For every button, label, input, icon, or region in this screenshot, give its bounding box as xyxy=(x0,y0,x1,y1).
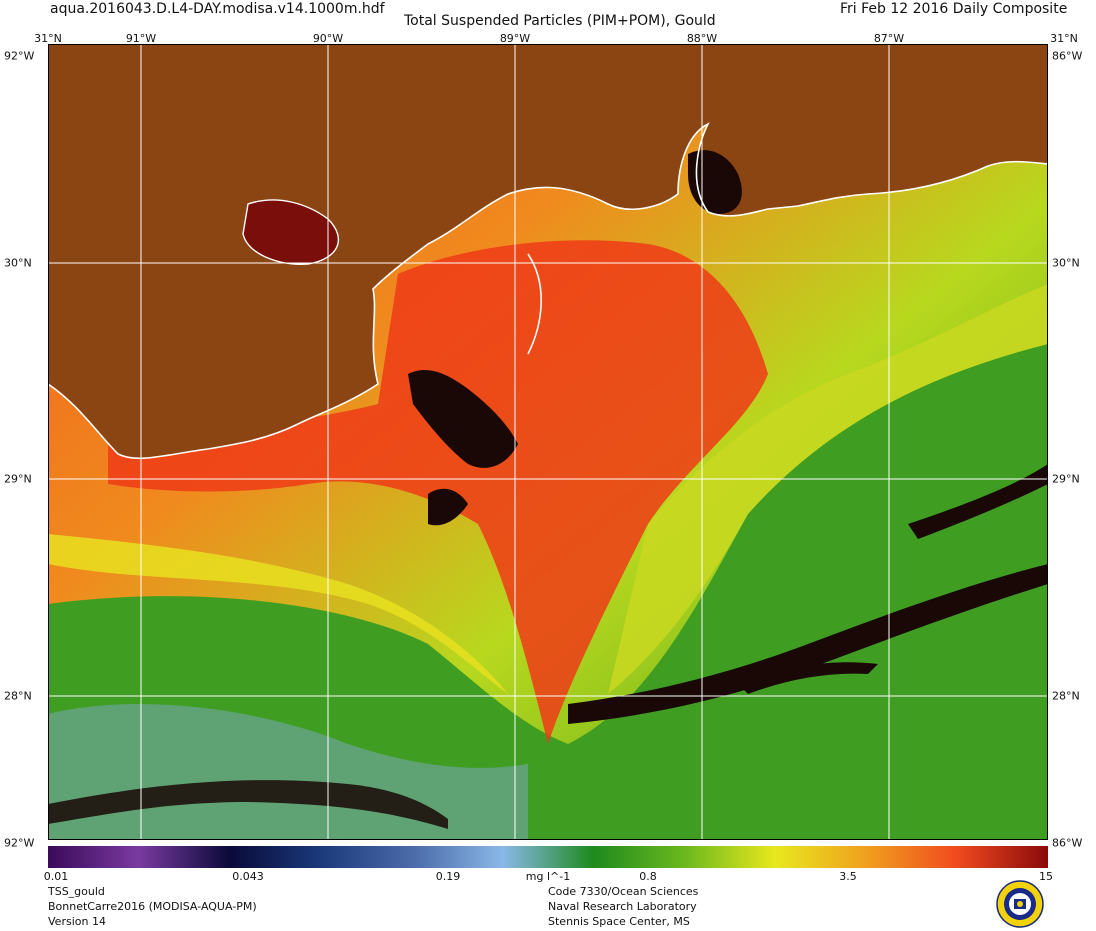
composite-date: Fri Feb 12 2016 Daily Composite xyxy=(840,1,1068,17)
footer-product: TSS_gould xyxy=(48,885,105,898)
tss-satellite-map xyxy=(48,44,1048,840)
lat-label-29n-left: 29°N xyxy=(4,472,32,486)
land-mass xyxy=(48,44,1048,459)
corner-lon-bottom-right: 86°W xyxy=(1052,836,1083,850)
coastline xyxy=(48,122,1048,460)
lon-label-88w: 88°W xyxy=(686,32,718,45)
colorbar-tick-15: 15 xyxy=(1039,870,1053,883)
delta-dark xyxy=(408,369,518,468)
lat-label-30n-right: 30°N xyxy=(1052,256,1080,270)
no-data-streak-3 xyxy=(48,780,448,829)
corner-lon-bottom-left: 92°W xyxy=(4,836,35,850)
yellow-west-band xyxy=(48,534,508,694)
colorbar-tick-0.01: 0.01 xyxy=(43,870,69,883)
corner-lat-top-left: 31°N xyxy=(34,32,62,45)
yellow-transition-band xyxy=(608,284,1048,694)
barrier-island xyxy=(527,253,542,355)
navy-seal-icon xyxy=(996,880,1044,928)
lon-label-89w: 89°W xyxy=(499,32,531,45)
footer-code: Code 7330/Ocean Sciences xyxy=(548,885,699,898)
lat-label-28n-right: 28°N xyxy=(1052,689,1080,703)
lat-label-29n-right: 29°N xyxy=(1052,472,1080,486)
graticule xyxy=(48,44,1048,840)
lon-label-90w: 90°W xyxy=(312,32,344,45)
wetland-lake xyxy=(243,199,339,265)
lon-label-91w: 91°W xyxy=(125,32,157,45)
offshore-green-zone xyxy=(48,344,1048,840)
no-data-streak-2 xyxy=(738,662,878,694)
colorbar-tick-0.19: 0.19 xyxy=(435,870,461,883)
lake-shore xyxy=(242,199,339,265)
colorbar xyxy=(48,846,1048,868)
lon-label-87w: 87°W xyxy=(873,32,905,45)
colorbar-tick-0.8: 0.8 xyxy=(639,870,657,883)
no-data-streak-4 xyxy=(908,464,1048,539)
delta-tip-dark xyxy=(428,488,468,526)
colorbar-tick-3.5: 3.5 xyxy=(839,870,857,883)
no-data-streak-1 xyxy=(568,564,1048,724)
footer-dataset: BonnetCarre2016 (MODISA-AQUA-PM) xyxy=(48,900,257,913)
footer-location: Stennis Space Center, MS xyxy=(548,915,690,928)
colorbar-tick-0.043: 0.043 xyxy=(232,870,264,883)
corner-lon-top-right: 86°W xyxy=(1052,49,1083,63)
lat-label-28n-left: 28°N xyxy=(4,689,32,703)
map-title: Total Suspended Particles (PIM+POM), Gou… xyxy=(404,13,716,29)
corner-lat-top-right: 31°N xyxy=(1050,32,1078,45)
lat-label-30n-left: 30°N xyxy=(4,256,32,270)
file-name: aqua.2016043.D.L4-DAY.modisa.v14.1000m.h… xyxy=(50,1,385,17)
corner-lon-top-left: 92°W xyxy=(4,49,35,63)
colorbar-unit: mg l^-1 xyxy=(525,870,571,883)
map-border xyxy=(48,44,1048,840)
footer-version: Version 14 xyxy=(48,915,106,928)
footer-lab: Naval Research Laboratory xyxy=(548,900,697,913)
